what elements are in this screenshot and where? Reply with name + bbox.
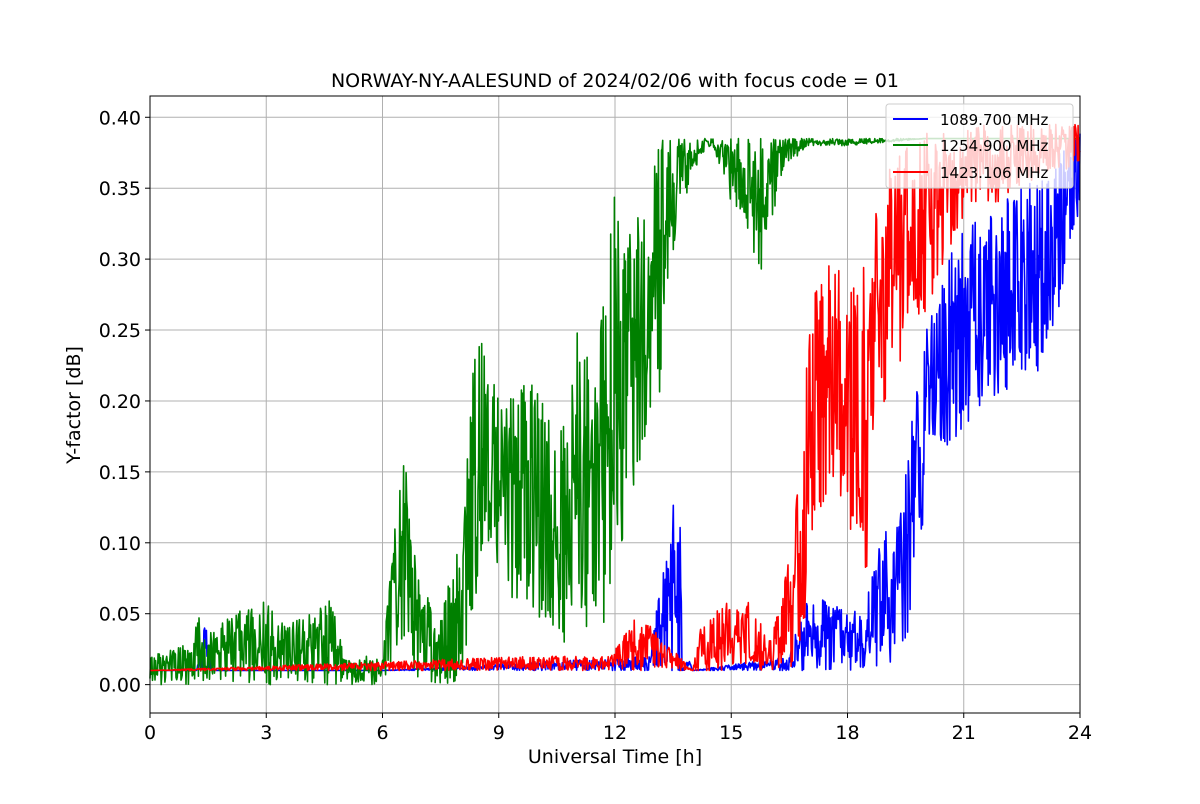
x-axis-label: Universal Time [h]: [528, 746, 702, 768]
chart-title: NORWAY-NY-AALESUND of 2024/02/06 with fo…: [331, 70, 899, 92]
y-tick-label: 0.25: [99, 320, 141, 342]
x-tick-label: 0: [144, 722, 156, 744]
x-tick-label: 6: [376, 722, 388, 744]
legend: 1089.700 MHz 1254.900 MHz 1423.106 MHz: [885, 103, 1074, 189]
x-tick-label: 21: [952, 722, 976, 744]
legend-label-0: 1089.700 MHz: [940, 111, 1049, 129]
x-tick-label: 12: [603, 722, 627, 744]
legend-label-1: 1254.900 MHz: [940, 137, 1049, 155]
x-tick-label: 3: [260, 722, 272, 744]
y-tick-label: 0.00: [99, 675, 141, 697]
y-tick-label: 0.10: [99, 533, 141, 555]
y-axis-label: Y-factor [dB]: [63, 346, 85, 465]
series-line-2: [149, 123, 1081, 672]
x-tick-label: 18: [835, 722, 859, 744]
x-tick-label: 15: [719, 722, 743, 744]
y-tick-label: 0.30: [99, 249, 141, 271]
y-tick-label: 0.35: [99, 178, 141, 200]
y-tick-label: 0.20: [99, 391, 141, 413]
legend-label-2: 1423.106 MHz: [940, 164, 1049, 182]
x-tick-label: 24: [1068, 722, 1092, 744]
x-tick-label: 9: [493, 722, 505, 744]
legend-box: [885, 103, 1074, 189]
y-tick-label: 0.15: [99, 462, 141, 484]
y-tick-label: 0.40: [99, 107, 141, 129]
tick-layer: 0 3 6 9 12 15 18 21 24 0.00 0.05 0.10 0.15 0.20 0.25 0.…: [99, 107, 1092, 744]
y-tick-label: 0.05: [99, 604, 141, 626]
